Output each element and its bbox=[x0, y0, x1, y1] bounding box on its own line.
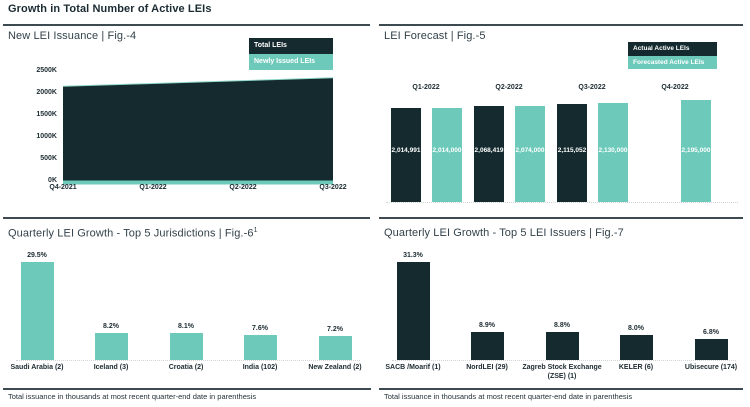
lei-forecast-bar-chart: Q1-2022 2,014,991 2,014,000 Q2-2022 2,068,41… bbox=[380, 80, 746, 215]
axis-baseline bbox=[16, 360, 360, 361]
footnote-superscript: 1 bbox=[253, 227, 258, 234]
divider-footnote-right bbox=[379, 388, 743, 390]
forecast-bar: 2,195,000 bbox=[681, 100, 711, 202]
chart-title-text: Quarterly LEI Growth - Top 5 Jurisdictio… bbox=[8, 227, 254, 240]
forecast-bar: 2,074,000 bbox=[515, 105, 545, 202]
footnote-jurisdictions: Total issuance in thousands at most rece… bbox=[8, 392, 257, 401]
bar-value-label: 2,130,000 bbox=[598, 146, 628, 154]
chart-title-lei-forecast: LEI Forecast | Fig.-5 bbox=[384, 30, 486, 42]
x-axis-tick-label: Q4-2021 bbox=[49, 184, 77, 191]
divider-top-right bbox=[379, 24, 743, 26]
bar-value-label: 7.2% bbox=[327, 326, 343, 334]
y-axis-tick-label: 1000K bbox=[36, 132, 57, 140]
category-label: SACB /Moarif (1) bbox=[385, 364, 441, 371]
y-axis-tick-label: 2500K bbox=[36, 66, 57, 74]
chart-title-top5-jurisdictions: Quarterly LEI Growth - Top 5 Jurisdictio… bbox=[8, 227, 258, 240]
axis-baseline bbox=[392, 360, 736, 361]
x-axis-tick-label: Q3-2022 bbox=[319, 184, 347, 191]
x-axis-tick-label: Q1-2022 bbox=[139, 184, 167, 191]
newly-issued-leis-area bbox=[63, 180, 333, 185]
forecast-bar: 2,115,052 bbox=[557, 103, 587, 202]
bar bbox=[694, 338, 728, 360]
bar bbox=[243, 334, 277, 360]
bar-value-label: 8.0% bbox=[628, 324, 644, 332]
divider-top-left bbox=[3, 24, 370, 26]
bar bbox=[94, 332, 128, 360]
bar-value-label: 2,068,419 bbox=[474, 146, 504, 154]
bar-value-label: 2,195,000 bbox=[681, 147, 711, 154]
category-label: Saudi Arabia (2) bbox=[10, 364, 64, 371]
total-leis-top-edge bbox=[62, 77, 334, 87]
bar-value-label: 6.8% bbox=[703, 328, 719, 336]
chart-title-new-lei-issuance: New LEI Issuance | Fig.-4 bbox=[8, 30, 137, 42]
bar bbox=[396, 262, 430, 360]
forecast-bar: 2,068,419 bbox=[474, 105, 504, 202]
axis-baseline bbox=[386, 202, 738, 203]
legend-item: Total LEIs bbox=[249, 38, 333, 54]
bar bbox=[20, 262, 54, 360]
new-lei-issuance-area-chart: 0K 500K 1000K 1500K 2000K 2500K Q4-2021 Q1-2022… bbox=[4, 60, 370, 200]
y-axis-tick-label: 1500K bbox=[36, 110, 57, 118]
bar-value-label: 2,014,991 bbox=[391, 146, 421, 154]
x-axis-tick-label: Q2-2022 bbox=[229, 184, 257, 191]
category-label: NordLEI (29) bbox=[466, 364, 508, 371]
y-axis-tick-label: 500K bbox=[40, 154, 57, 162]
legend-item: Actual Active LEIs bbox=[628, 42, 717, 56]
quarter-label: Q3-2022 bbox=[578, 84, 606, 91]
category-label: Croatia (2) bbox=[168, 364, 204, 371]
quarter-label: Q4-2022 bbox=[661, 84, 689, 91]
bar-value-label: 8.2% bbox=[103, 322, 119, 330]
bar-value-label: 8.8% bbox=[554, 322, 570, 330]
bar bbox=[169, 333, 203, 360]
divider-mid-left bbox=[3, 217, 370, 219]
bar-value-label: 2,014,000 bbox=[432, 146, 462, 154]
divider-mid-right bbox=[379, 217, 743, 219]
y-axis-tick-label: 2000K bbox=[36, 88, 57, 96]
category-label: Zagreb Stock Exchange (ZSE) (1) bbox=[522, 364, 602, 380]
top5-jurisdictions-bar-chart: 29.5% Saudi Arabia (2) 8.2% Iceland (3) 8.1%… bbox=[8, 245, 368, 387]
footnote-issuers: Total issuance in thousands at most rece… bbox=[384, 392, 633, 401]
forecast-bar: 2,014,991 bbox=[391, 108, 421, 202]
bar bbox=[318, 336, 352, 360]
bar bbox=[545, 332, 579, 360]
y-axis-tick-label: 0K bbox=[48, 176, 57, 184]
bar-value-label: 31.3% bbox=[403, 252, 423, 259]
bar-value-label: 29.5% bbox=[27, 252, 47, 259]
bar-value-label: 8.1% bbox=[178, 323, 194, 331]
bar-value-label: 8.9% bbox=[479, 322, 495, 330]
bar-value-label: 7.6% bbox=[252, 324, 268, 332]
forecast-bar: 2,014,000 bbox=[432, 108, 462, 202]
category-label: India (102) bbox=[242, 364, 278, 371]
quarter-label: Q1-2022 bbox=[412, 84, 440, 91]
category-label: Ubisecure (174) bbox=[684, 364, 738, 371]
total-leis-area bbox=[63, 77, 333, 181]
top5-issuers-bar-chart: 31.3% SACB /Moarif (1) 8.9% NordLEI (29) 8.8… bbox=[384, 245, 744, 387]
category-label: New Zealand (2) bbox=[308, 364, 362, 371]
legend-item: Forecasted Active LEIs bbox=[628, 55, 717, 69]
legend-item: Newly Issued LEIs bbox=[249, 54, 333, 70]
bar-value-label: 2,074,000 bbox=[515, 146, 545, 154]
category-label: Iceland (3) bbox=[93, 364, 129, 371]
chart-title-top5-issuers: Quarterly LEI Growth - Top 5 LEI Issuers… bbox=[384, 227, 624, 239]
bar bbox=[619, 334, 653, 360]
page-title: Growth in Total Number of Active LEIs bbox=[8, 3, 212, 15]
quarter-label: Q2-2022 bbox=[495, 84, 523, 91]
forecast-bar: 2,130,000 bbox=[598, 103, 628, 202]
area-plot bbox=[62, 77, 334, 185]
bar-value-label: 2,115,052 bbox=[557, 146, 587, 154]
bar bbox=[470, 332, 504, 360]
divider-footnote-left bbox=[3, 388, 371, 390]
category-label: KELER (6) bbox=[618, 364, 654, 371]
